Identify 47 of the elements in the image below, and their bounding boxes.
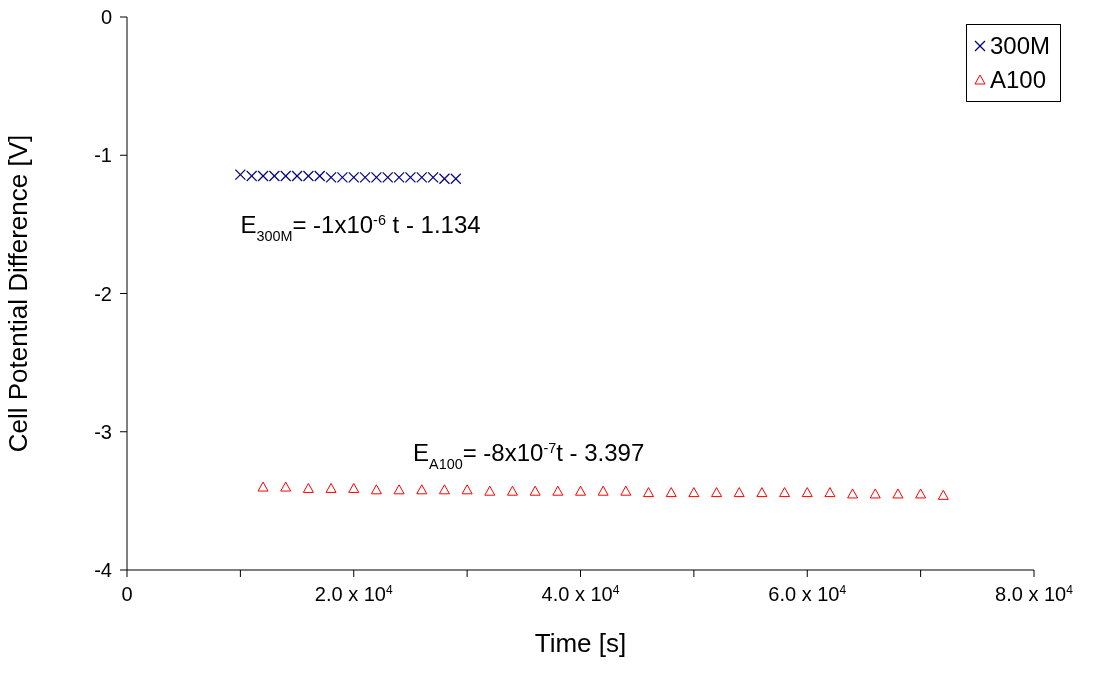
point <box>484 485 496 496</box>
legend-label: A100 <box>989 65 1047 95</box>
legend-label: 300M <box>989 31 1050 61</box>
point <box>711 487 723 498</box>
point <box>915 488 927 499</box>
point <box>937 489 949 500</box>
point <box>869 488 881 499</box>
point <box>665 487 677 498</box>
point <box>325 482 337 493</box>
point <box>620 485 632 496</box>
point <box>438 484 450 495</box>
point <box>575 485 586 496</box>
point <box>597 485 609 496</box>
point <box>801 487 813 498</box>
y-tick-label: -1 <box>94 144 112 167</box>
x-tick-label: 0 <box>121 583 133 605</box>
x-tick-label: 4.0 x 10$^{4}$ <box>541 583 620 605</box>
annotation: E$_{A100}$= -8x10$^{-7}$t - 3.397 <box>413 439 645 473</box>
point <box>892 488 904 499</box>
point <box>643 487 655 498</box>
point <box>847 488 859 499</box>
point <box>506 485 518 496</box>
point <box>370 484 382 495</box>
x-tick-label: 8.0 x 10$^{4}$ <box>995 583 1074 605</box>
point <box>393 484 405 495</box>
point <box>280 481 292 492</box>
annotation: E$_{300M}$= -1x10$^{-6}$ t - 1.134 <box>240 210 481 244</box>
y-tick-label: -4 <box>94 559 112 581</box>
point <box>461 484 473 495</box>
point <box>733 487 745 498</box>
point <box>529 485 541 496</box>
point <box>302 482 314 493</box>
y-axis-title: Cell Potential Difference [V] <box>3 134 34 453</box>
point <box>416 484 428 495</box>
point <box>824 487 836 498</box>
point <box>688 487 700 498</box>
point <box>552 485 564 496</box>
point <box>756 487 768 498</box>
x-tick-label: 2.0 x 10$^{4}$ <box>314 583 393 605</box>
y-tick-label: 0 <box>100 6 112 28</box>
x-tick-label: 6.0 x 10$^{4}$ <box>768 583 847 605</box>
y-tick-label: -3 <box>94 420 112 443</box>
x-axis-title: Time [s] <box>534 628 627 658</box>
point <box>257 481 269 492</box>
y-tick-label: -2 <box>94 282 112 305</box>
point <box>348 482 360 493</box>
point <box>779 487 791 498</box>
